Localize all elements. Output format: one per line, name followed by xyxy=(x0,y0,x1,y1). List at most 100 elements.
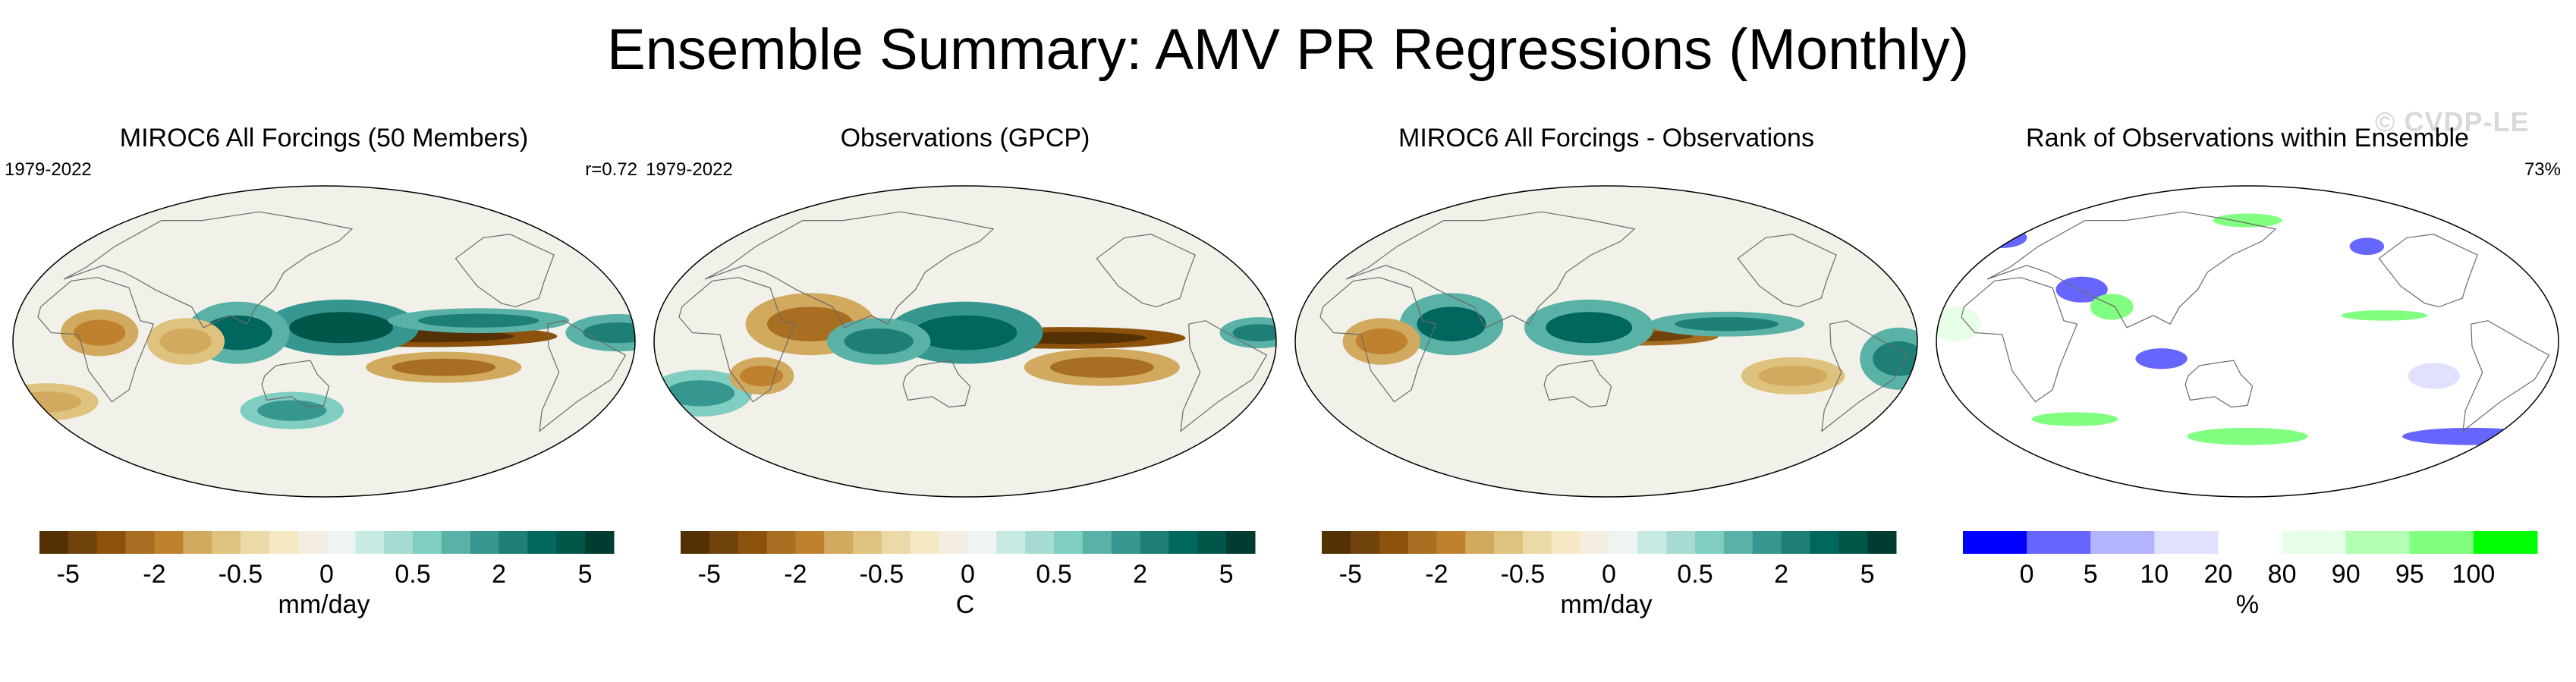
colorbar-tick-label: -0.5 xyxy=(860,560,904,589)
coastline xyxy=(902,360,971,408)
colorbar-tick-label: -0.5 xyxy=(1501,560,1546,589)
colorbar-swatch xyxy=(1838,531,1868,554)
colorbar-swatch xyxy=(154,531,184,554)
colorbar-swatch xyxy=(2154,531,2219,554)
anomaly-feature xyxy=(2341,310,2428,321)
coastline xyxy=(2462,320,2550,432)
colorbar-swatch xyxy=(2345,531,2411,554)
colorbar-swatch xyxy=(766,531,796,554)
colorbar-tick-label: -2 xyxy=(143,560,165,589)
colorbar-swatch xyxy=(441,531,471,554)
colorbar-swatch xyxy=(996,531,1026,554)
map-border xyxy=(1294,185,1918,498)
colorbar-swatch xyxy=(384,531,414,554)
anomaly-feature xyxy=(289,312,394,344)
difference-map xyxy=(1294,185,1918,498)
colorbar-swatch xyxy=(1025,531,1055,554)
colorbar-tick-label: -5 xyxy=(698,560,721,589)
anomaly-feature xyxy=(2090,294,2134,320)
coastline xyxy=(539,320,627,432)
anomaly-feature xyxy=(13,391,81,413)
colorbar-swatch xyxy=(1322,531,1351,554)
anomaly-feature xyxy=(2408,363,2461,389)
colorbar-swatch xyxy=(1695,531,1725,554)
anomaly-feature xyxy=(417,313,539,328)
coastline xyxy=(1096,234,1196,308)
panel-model: MIROC6 All Forcings (50 Members) 1979-20… xyxy=(5,114,643,682)
map-border xyxy=(12,185,636,498)
colorbar-tick-label: 0 xyxy=(319,560,334,589)
anomaly-feature xyxy=(159,328,212,355)
colorbar-tick-label: -2 xyxy=(1425,560,1448,589)
period-label: 1979-2022 xyxy=(5,159,92,180)
anomaly-feature xyxy=(1355,328,1408,355)
colorbar-swatch xyxy=(1350,531,1380,554)
colorbar-swatch xyxy=(183,531,212,554)
colorbar-swatch xyxy=(1197,531,1227,554)
colorbar-swatch xyxy=(2090,531,2155,554)
colorbar-swatch xyxy=(738,531,768,554)
coastline xyxy=(1737,234,1837,308)
anomaly-feature xyxy=(1936,306,1981,342)
correlation-label: r=0.72 xyxy=(585,159,637,180)
colorbar-tick-label: 2 xyxy=(492,560,506,589)
colorbar-tick-label: 5 xyxy=(1219,560,1234,589)
colorbar-tick-label: -5 xyxy=(57,560,80,589)
colorbar-tick-label: 5 xyxy=(578,560,593,589)
coastline xyxy=(261,360,330,408)
colorbar-swatch xyxy=(1465,531,1495,554)
anomaly-feature xyxy=(1546,312,1633,344)
coastline xyxy=(1319,277,1437,403)
colorbar-swatch xyxy=(297,531,327,554)
map-border xyxy=(1936,185,2559,498)
colorbar-swatch xyxy=(2282,531,2347,554)
map-border xyxy=(653,185,1277,498)
colorbar-swatch xyxy=(1054,531,1084,554)
anomaly-feature xyxy=(2187,427,2308,445)
colorbar: -5 -2 -0.5 0 0.5 2 5 C xyxy=(681,531,1256,619)
coastline xyxy=(704,211,995,328)
colorbar-swatch xyxy=(910,531,940,554)
percent-label: 73% xyxy=(2524,159,2561,180)
colorbar-swatch xyxy=(881,531,911,554)
colorbar-swatch xyxy=(2409,531,2474,554)
coastline xyxy=(454,234,555,308)
colorbar-tick-label: 0.5 xyxy=(1036,560,1071,589)
coastline xyxy=(1961,277,2078,403)
coastline xyxy=(1986,211,2277,328)
colorbar-swatch xyxy=(1609,531,1638,554)
colorbar-swatch xyxy=(413,531,442,554)
colorbar-swatch xyxy=(1963,531,2027,554)
anomaly-feature xyxy=(2135,348,2188,369)
colorbar-swatch xyxy=(939,531,968,554)
colorbar-swatch xyxy=(1111,531,1141,554)
colorbar-tick-label: 0 xyxy=(2020,560,2034,589)
colorbar-swatch xyxy=(96,531,127,554)
colorbar: -5 -2 -0.5 0 0.5 2 5 mm/day xyxy=(1322,531,1897,619)
colorbar-unit-label: C xyxy=(956,590,975,619)
anomaly-feature xyxy=(913,315,1018,350)
anomaly-feature xyxy=(1873,341,1917,376)
colorbar-swatch xyxy=(1408,531,1437,554)
anomaly-feature xyxy=(1050,357,1154,378)
colorbar-tick-label: 5 xyxy=(1860,560,1875,589)
colorbar-tick-label: 100 xyxy=(2452,560,2496,589)
colorbar-swatch xyxy=(240,531,270,554)
coastline xyxy=(1345,211,1636,328)
panel-title: MIROC6 All Forcings - Observations xyxy=(1398,124,1814,152)
colorbar-swatch xyxy=(1522,531,1552,554)
colorbar-tick-label: -5 xyxy=(1339,560,1362,589)
colorbar-swatch xyxy=(527,531,557,554)
colorbar-tick-label: 2 xyxy=(1774,560,1788,589)
anomaly-feature xyxy=(392,358,496,376)
panel-difference: MIROC6 All Forcings - Observations -5 -2 -… xyxy=(1287,114,1926,682)
period-label: 1979-2022 xyxy=(646,159,733,180)
anomaly-feature xyxy=(665,380,735,407)
coastline xyxy=(2184,360,2254,408)
panel-title: Observations (GPCP) xyxy=(840,124,1090,152)
colorbar-swatch xyxy=(1867,531,1897,554)
model-regression-map xyxy=(12,185,636,498)
colorbar-tick-label: 90 xyxy=(2332,560,2361,589)
anomaly-feature xyxy=(2349,237,2385,256)
colorbar-swatch xyxy=(212,531,241,554)
